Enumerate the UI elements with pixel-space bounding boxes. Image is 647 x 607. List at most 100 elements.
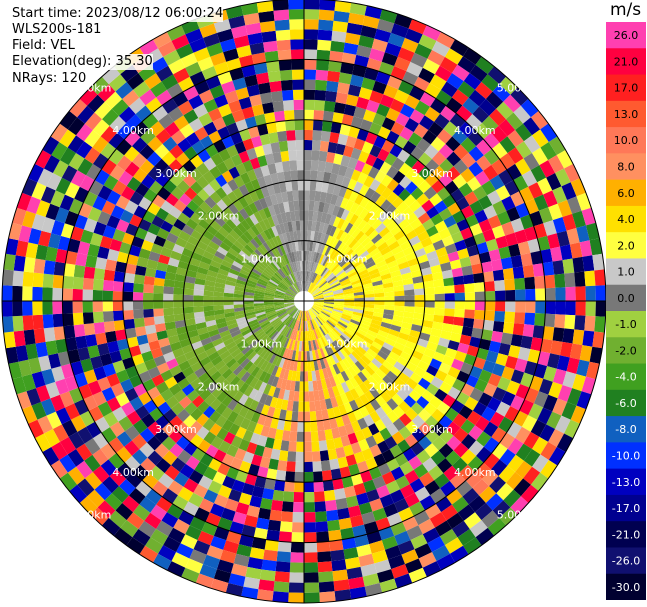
velocity-gate bbox=[244, 288, 255, 294]
velocity-gate bbox=[266, 311, 277, 318]
velocity-gate bbox=[428, 465, 444, 481]
velocity-gate bbox=[262, 446, 273, 459]
velocity-gate bbox=[276, 551, 291, 563]
velocity-gate bbox=[330, 314, 340, 322]
velocity-gate bbox=[276, 257, 284, 268]
velocity-gate bbox=[315, 511, 328, 523]
velocity-gate bbox=[217, 462, 231, 476]
velocity-gate bbox=[288, 318, 295, 328]
velocity-gate bbox=[398, 261, 410, 270]
velocity-gate bbox=[369, 344, 380, 355]
velocity-gate bbox=[40, 398, 56, 416]
velocity-gate bbox=[117, 462, 134, 479]
velocity-gate bbox=[293, 272, 298, 283]
velocity-gate bbox=[246, 442, 258, 455]
velocity-gate bbox=[253, 423, 264, 435]
velocity-gate bbox=[153, 315, 165, 325]
velocity-gate bbox=[308, 310, 314, 320]
velocity-gate bbox=[8, 361, 22, 380]
velocity-gate bbox=[199, 564, 217, 579]
velocity-gate bbox=[199, 23, 217, 38]
velocity-gate bbox=[276, 309, 287, 315]
velocity-gate bbox=[265, 286, 276, 292]
velocity-gate bbox=[271, 318, 281, 327]
velocity-gate bbox=[287, 306, 296, 313]
velocity-gate bbox=[377, 462, 391, 476]
velocity-gate bbox=[67, 135, 85, 153]
velocity-gate bbox=[354, 205, 365, 217]
velocity-gate bbox=[475, 56, 495, 75]
velocity-gate bbox=[190, 229, 203, 241]
velocity-gate bbox=[26, 196, 41, 214]
velocity-gate bbox=[349, 388, 360, 400]
velocity-gate bbox=[265, 310, 276, 316]
velocity-gate bbox=[97, 185, 113, 201]
velocity-gate bbox=[251, 52, 267, 65]
velocity-gate bbox=[410, 52, 428, 68]
velocity-gate bbox=[300, 270, 303, 281]
velocity-gate bbox=[253, 328, 264, 337]
velocity-gate bbox=[164, 121, 180, 137]
velocity-gate bbox=[153, 285, 164, 294]
velocity-gate bbox=[156, 330, 168, 341]
velocity-gate bbox=[206, 269, 218, 278]
velocity-gate bbox=[501, 366, 515, 381]
velocity-gate bbox=[234, 448, 247, 461]
velocity-gate bbox=[465, 471, 482, 488]
velocity-gate bbox=[356, 45, 372, 58]
velocity-gate bbox=[264, 50, 279, 63]
velocity-gate bbox=[266, 122, 278, 134]
velocity-gate bbox=[221, 170, 234, 183]
velocity-gate bbox=[485, 350, 499, 364]
velocity-gate bbox=[478, 195, 493, 210]
velocity-gate bbox=[328, 236, 336, 248]
velocity-gate bbox=[262, 218, 272, 230]
velocity-gate bbox=[221, 135, 235, 149]
velocity-gate bbox=[323, 303, 334, 306]
velocity-gate bbox=[306, 310, 311, 321]
velocity-gate bbox=[221, 195, 233, 208]
velocity-gate bbox=[446, 73, 464, 90]
velocity-gate bbox=[311, 262, 317, 273]
colorbar-swatch bbox=[606, 442, 646, 470]
velocity-gate bbox=[464, 283, 475, 293]
velocity-gate bbox=[410, 187, 424, 200]
velocity-gate bbox=[213, 305, 224, 311]
velocity-gate bbox=[285, 232, 292, 243]
velocity-gate bbox=[501, 221, 515, 236]
velocity-gate bbox=[115, 195, 130, 210]
velocity-gate bbox=[313, 200, 320, 212]
velocity-gate bbox=[275, 235, 283, 246]
velocity-gate bbox=[350, 169, 362, 182]
velocity-gate bbox=[77, 241, 91, 255]
velocity-gate bbox=[274, 291, 285, 296]
velocity-gate bbox=[227, 272, 239, 280]
velocity-gate bbox=[335, 195, 344, 207]
velocity-gate bbox=[365, 457, 378, 471]
velocity-gate bbox=[171, 552, 190, 568]
velocity-gate bbox=[447, 251, 460, 262]
velocity-gate bbox=[414, 294, 425, 301]
velocity-gate bbox=[263, 324, 273, 333]
velocity-gate bbox=[454, 284, 465, 294]
velocity-gate bbox=[23, 256, 36, 273]
velocity-gate bbox=[347, 157, 359, 170]
velocity-gate bbox=[368, 268, 380, 276]
velocity-gate bbox=[461, 152, 477, 168]
velocity-gate bbox=[369, 540, 385, 554]
velocity-gate bbox=[304, 552, 318, 563]
velocity-gate bbox=[135, 405, 150, 420]
velocity-gate bbox=[296, 230, 301, 241]
velocity-gate bbox=[309, 284, 317, 294]
velocity-gate bbox=[291, 308, 299, 318]
velocity-gate bbox=[324, 377, 332, 389]
velocity-gate bbox=[304, 160, 312, 171]
velocity-gate bbox=[153, 355, 167, 367]
velocity-gate bbox=[278, 450, 289, 462]
velocity-gate bbox=[289, 329, 295, 340]
velocity-gate bbox=[184, 318, 196, 327]
velocity-gate bbox=[281, 336, 288, 347]
velocity-gate bbox=[285, 180, 293, 192]
velocity-gate bbox=[411, 241, 424, 252]
velocity-gate bbox=[268, 238, 277, 249]
